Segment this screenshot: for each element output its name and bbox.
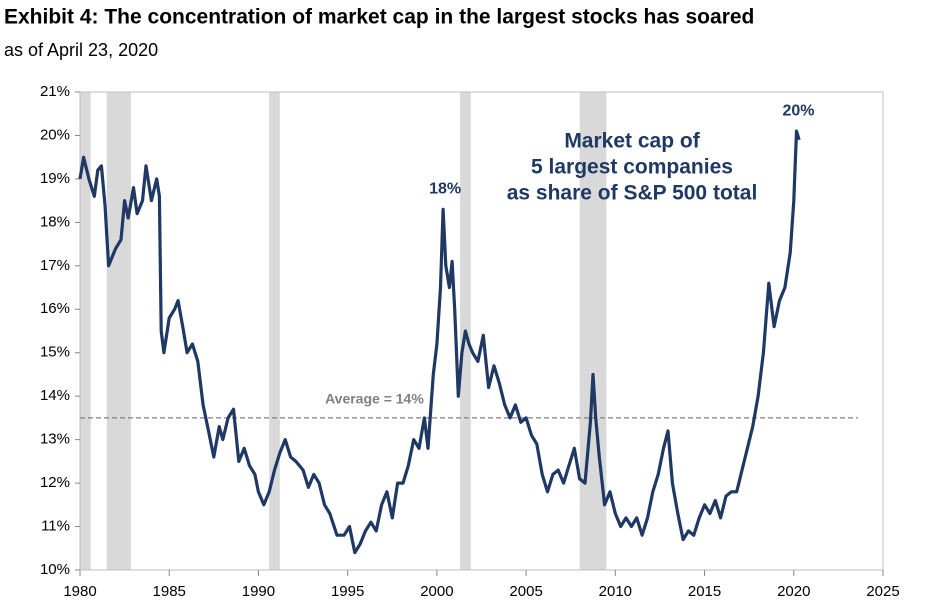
x-tick-label: 2015 bbox=[688, 583, 721, 600]
recession-band bbox=[106, 92, 131, 570]
y-tick-label: 16% bbox=[40, 300, 70, 317]
peak-label: 18% bbox=[429, 181, 461, 198]
series-label: 5 largest companies bbox=[531, 156, 733, 179]
y-tick-label: 18% bbox=[40, 213, 70, 230]
y-tick-label: 11% bbox=[41, 518, 70, 535]
y-tick-label: 13% bbox=[40, 431, 70, 448]
series-label: as share of S&P 500 total bbox=[507, 182, 758, 205]
chart-title: Exhibit 4: The concentration of market c… bbox=[4, 6, 754, 29]
series-label: Market cap of bbox=[564, 130, 700, 153]
y-tick-label: 17% bbox=[40, 257, 70, 274]
peak-label: 20% bbox=[782, 102, 814, 119]
x-tick-label: 2025 bbox=[866, 583, 899, 600]
y-tick-label: 19% bbox=[40, 170, 70, 187]
x-tick-label: 1980 bbox=[63, 583, 96, 600]
x-tick-label: 1985 bbox=[153, 583, 186, 600]
y-tick-label: 12% bbox=[40, 474, 70, 491]
x-tick-label: 1995 bbox=[331, 583, 364, 600]
x-tick-label: 2020 bbox=[777, 583, 810, 600]
y-tick-label: 20% bbox=[40, 126, 70, 143]
y-tick-label: 15% bbox=[40, 344, 70, 361]
x-tick-label: 2000 bbox=[420, 583, 453, 600]
plot-frame bbox=[79, 91, 884, 571]
recession-band bbox=[80, 92, 91, 570]
x-tick-label: 2005 bbox=[509, 583, 542, 600]
x-tick-label: 2010 bbox=[599, 583, 632, 600]
y-tick-label: 10% bbox=[40, 561, 70, 578]
recession-band bbox=[269, 92, 280, 570]
average-label: Average = 14% bbox=[325, 391, 424, 407]
series-line bbox=[78, 129, 801, 555]
chart-subtitle: as of April 23, 2020 bbox=[4, 40, 158, 60]
x-tick-label: 1990 bbox=[242, 583, 275, 600]
y-tick-label: 14% bbox=[40, 387, 70, 404]
y-tick-label: 21% bbox=[40, 83, 70, 100]
